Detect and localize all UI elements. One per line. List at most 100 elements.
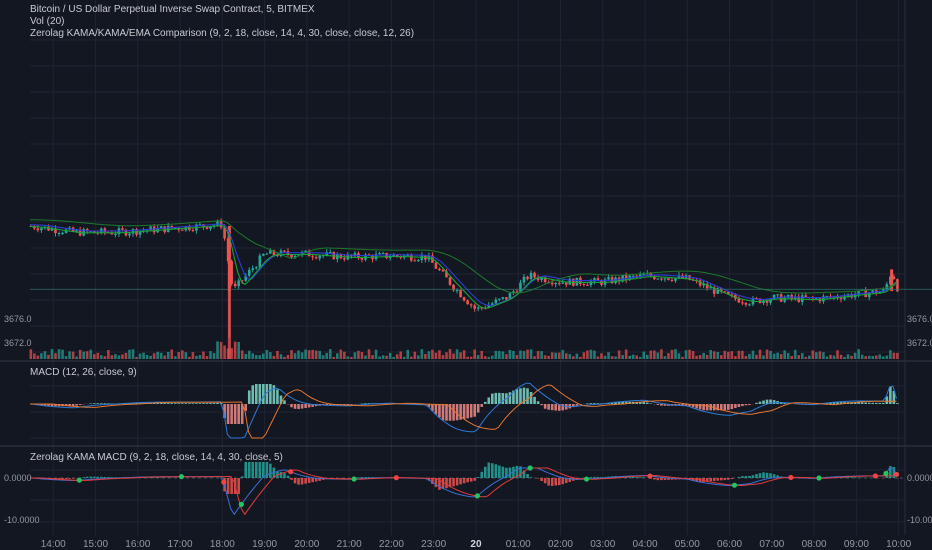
candle-body: [92, 230, 96, 233]
kama-histogram-bar: [705, 478, 709, 482]
volume-bar: [882, 356, 885, 359]
macd-histogram-bar: [43, 404, 47, 406]
macd-legend[interactable]: MACD (12, 26, close, 9): [30, 367, 137, 378]
zerolag-legend[interactable]: Zerolag KAMA/KAMA/EMA Comparison (9, 2, …: [30, 28, 415, 39]
kama-histogram-bar: [360, 477, 364, 478]
candle-body: [353, 253, 357, 257]
axes: 14:00 15:00 16:00 17:00 18:00 19:00 20:00 21:00…: [4, 314, 932, 550]
candle-body: [149, 226, 152, 231]
macd-histogram-bar: [68, 404, 71, 407]
kama-histogram-bar: [765, 472, 769, 478]
macd-histogram-bar: [635, 401, 639, 404]
kama-histogram-bar: [557, 478, 561, 486]
candle-body: [448, 277, 452, 285]
candle-body: [198, 224, 202, 226]
macd-histogram-bar: [265, 384, 269, 404]
kama-histogram-bar: [603, 476, 607, 478]
volume-bar: [346, 356, 350, 359]
macd-histogram-bar: [487, 397, 491, 404]
macd-histogram-bar: [656, 404, 660, 406]
macd-histogram-bar: [857, 402, 860, 404]
volume-bar: [202, 351, 205, 359]
candle-body: [779, 294, 783, 302]
volume-legend[interactable]: Vol (20): [30, 16, 65, 27]
kama-histogram-bar: [247, 462, 251, 478]
candle-body: [712, 287, 716, 294]
volume-bar: [336, 353, 339, 359]
candle-body: [438, 268, 441, 271]
kama-y-tick-right: -10.0000: [907, 515, 932, 525]
candle-body: [836, 296, 839, 299]
macd-histogram-bar: [325, 404, 329, 406]
volume-bar: [860, 354, 864, 359]
macd-histogram-bar: [575, 404, 579, 406]
macd-histogram-bar: [638, 401, 642, 404]
kama-histogram-bar: [452, 478, 455, 487]
candle-body: [508, 293, 512, 300]
macd-histogram-bar: [445, 404, 448, 421]
volume-bar: [691, 350, 695, 359]
volume-bar: [269, 352, 272, 359]
volume-bar: [54, 353, 57, 359]
volume-bar: [85, 351, 89, 359]
macd-histogram-bar: [663, 404, 667, 406]
kama-line: [30, 224, 897, 309]
macd-histogram-bar: [431, 404, 434, 411]
kama-histogram-bar: [466, 478, 469, 483]
candle-body: [269, 250, 272, 254]
volume-bar: [29, 349, 33, 359]
macd-histogram-bar: [543, 404, 547, 409]
crossover-dot: [474, 493, 480, 499]
macd-histogram-bar: [205, 403, 209, 404]
crossover-dot: [883, 470, 889, 477]
kama-histogram-bar: [758, 473, 762, 478]
x-tick-label: 15:00: [83, 539, 108, 550]
kama-histogram-bar: [61, 478, 64, 480]
macd-histogram-bar: [191, 403, 195, 404]
volume-bar: [776, 352, 779, 359]
volume-bar: [554, 352, 558, 359]
macd-histogram-bar: [533, 396, 536, 404]
macd-histogram-bar: [758, 401, 762, 404]
volume-bar: [297, 350, 300, 359]
candle-body: [582, 284, 586, 286]
macd-histogram-bar: [691, 404, 695, 408]
candle-body: [272, 250, 276, 255]
volume-bar: [698, 355, 702, 359]
candle-body: [381, 252, 385, 254]
kama-histogram-bar: [254, 462, 258, 478]
candle-body: [290, 254, 293, 258]
kama-macd-legend[interactable]: Zerolag KAMA MACD (9, 2, 18, close, 14, …: [30, 452, 283, 463]
volume-bar: [762, 355, 765, 359]
kama-histogram-bar: [631, 476, 635, 478]
volume-bar: [744, 355, 748, 359]
volume-bar: [328, 349, 332, 359]
volume-bar: [864, 356, 867, 359]
volume-bar: [459, 352, 462, 359]
macd-histogram-bar: [719, 404, 723, 411]
volume-bar: [424, 354, 427, 359]
macd-histogram-bar: [237, 404, 240, 424]
volume-bar: [582, 352, 586, 359]
kama-histogram-bar: [314, 478, 318, 482]
kama-histogram-bar: [431, 478, 434, 484]
symbol-title[interactable]: Bitcoin / US Dollar Perpetual Inverse Sw…: [30, 4, 315, 15]
macd-histogram-bar: [459, 404, 462, 420]
candle-body: [885, 284, 889, 290]
kama-histogram-bar: [371, 477, 374, 478]
kama-histogram-bar: [543, 478, 547, 484]
crossover-dot: [76, 477, 82, 483]
kama-histogram-bar: [519, 466, 522, 478]
candle-body: [800, 295, 804, 302]
volume-bar: [751, 350, 755, 359]
macd-histogram-bar: [501, 392, 505, 404]
macd-histogram-bar: [660, 404, 663, 406]
macd-histogram-bar: [547, 404, 550, 410]
x-tick-label: 05:00: [675, 539, 700, 550]
volume-bar: [786, 352, 790, 359]
kama-histogram-bar: [719, 478, 723, 481]
volume-bar: [737, 350, 741, 359]
volume-bar: [572, 356, 575, 359]
macd-histogram-bar: [695, 404, 698, 409]
